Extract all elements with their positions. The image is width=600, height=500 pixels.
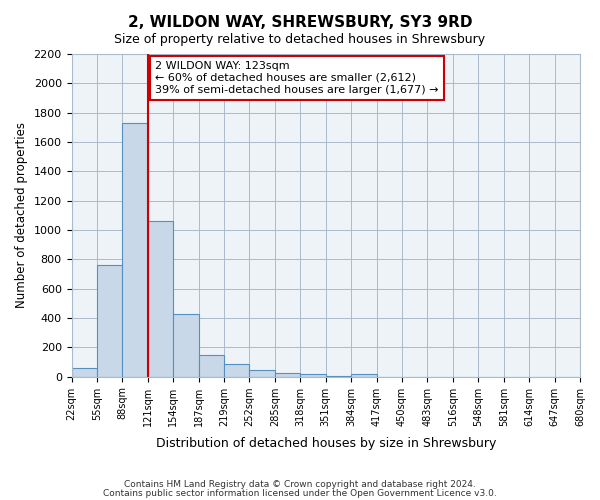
Bar [148,221,173,376]
Text: Contains HM Land Registry data © Crown copyright and database right 2024.: Contains HM Land Registry data © Crown c… [124,480,476,489]
Bar [275,373,301,376]
Bar [97,265,122,376]
X-axis label: Distribution of detached houses by size in Shrewsbury: Distribution of detached houses by size … [155,437,496,450]
Bar [224,364,250,376]
Bar [71,368,97,376]
Bar [301,374,326,376]
Bar [250,370,275,376]
Y-axis label: Number of detached properties: Number of detached properties [15,122,28,308]
Text: Size of property relative to detached houses in Shrewsbury: Size of property relative to detached ho… [115,32,485,46]
Bar [351,374,377,376]
Bar [199,354,224,376]
Text: 2 WILDON WAY: 123sqm
← 60% of detached houses are smaller (2,612)
39% of semi-de: 2 WILDON WAY: 123sqm ← 60% of detached h… [155,62,439,94]
Bar [173,314,199,376]
Bar [122,123,148,376]
Text: 2, WILDON WAY, SHREWSBURY, SY3 9RD: 2, WILDON WAY, SHREWSBURY, SY3 9RD [128,15,472,30]
Text: Contains public sector information licensed under the Open Government Licence v3: Contains public sector information licen… [103,488,497,498]
